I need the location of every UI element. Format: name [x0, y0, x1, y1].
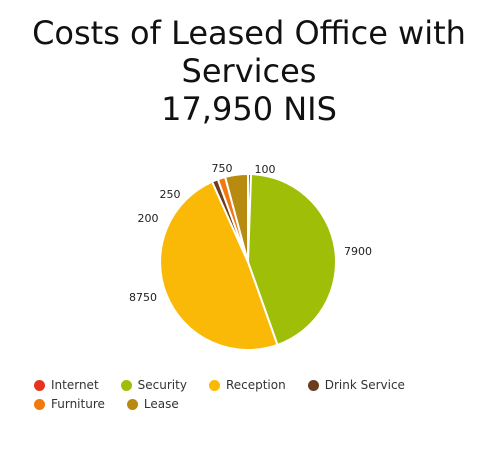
- legend-label: Security: [137, 378, 187, 392]
- chart-legend: Internet Security Reception Drink Service Fu…: [34, 378, 474, 416]
- chart-title-line-1: Costs of Leased Office with: [32, 14, 466, 52]
- legend-item-reception: Reception: [208, 378, 286, 392]
- pie-slice-security: [246, 173, 337, 347]
- value-label-internet: 100: [255, 163, 276, 176]
- value-label-reception: 8750: [129, 291, 157, 304]
- value-label-lease: 750: [212, 162, 233, 175]
- legend-swatch: [120, 379, 132, 391]
- chart-title: Costs of Leased Office with Services 17,…: [0, 14, 498, 128]
- chart-title-line-3: 17,950 NIS: [161, 90, 337, 128]
- pie-slice-lease: [223, 172, 249, 263]
- value-label-furniture: 250: [160, 188, 181, 201]
- legend-label: Lease: [143, 397, 179, 411]
- chart-title-line-2: Services: [181, 52, 317, 90]
- legend-swatch: [34, 379, 45, 391]
- legend-item-security: Security: [120, 378, 187, 392]
- value-label-security: 7900: [344, 245, 372, 258]
- pie-slice-reception: [159, 180, 279, 351]
- legend-swatch: [208, 379, 220, 391]
- legend-label: Reception: [225, 378, 286, 392]
- legend-item-internet: Internet: [34, 378, 99, 392]
- legend-swatch: [307, 379, 319, 391]
- legend-swatch: [34, 398, 45, 410]
- legend-item-lease: Lease: [126, 397, 179, 411]
- legend-item-drink-service: Drink Service: [307, 378, 405, 392]
- legend-label: Furniture: [51, 397, 105, 411]
- value-label-drink-service: 200: [138, 212, 159, 225]
- legend-item-furniture: Furniture: [34, 397, 105, 411]
- legend-swatch: [126, 398, 138, 410]
- legend-label: Drink Service: [324, 378, 405, 392]
- pie-slices: [159, 172, 337, 351]
- legend-label: Internet: [51, 378, 99, 392]
